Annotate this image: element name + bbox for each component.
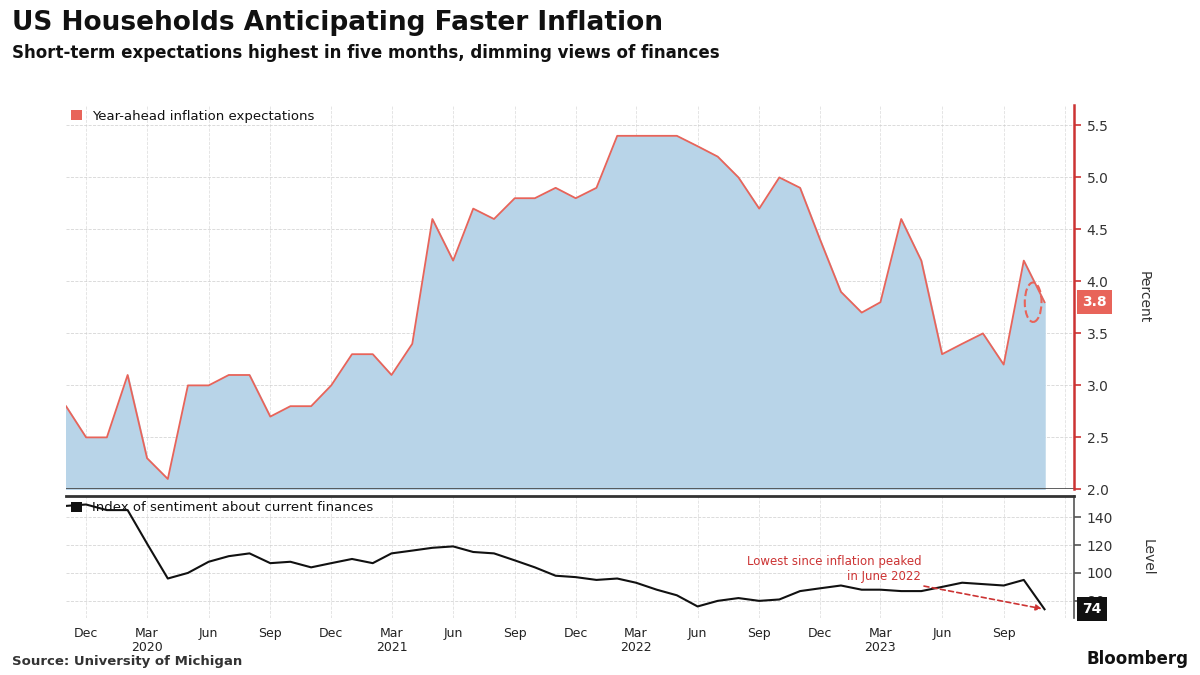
Text: Mar: Mar [379, 627, 403, 641]
Text: Sep: Sep [992, 627, 1015, 641]
Text: Dec: Dec [564, 627, 588, 641]
Text: Sep: Sep [503, 627, 527, 641]
Text: 3.8: 3.8 [1082, 295, 1106, 309]
Legend: Index of sentiment about current finances: Index of sentiment about current finance… [66, 496, 379, 520]
Text: US Households Anticipating Faster Inflation: US Households Anticipating Faster Inflat… [12, 10, 662, 36]
Text: Bloomberg: Bloomberg [1086, 650, 1188, 668]
Text: Dec: Dec [74, 627, 98, 641]
Text: 74: 74 [1082, 602, 1102, 616]
Y-axis label: Level: Level [1141, 539, 1154, 575]
Text: 2022: 2022 [620, 641, 652, 654]
Text: Jun: Jun [444, 627, 463, 641]
Text: 2021: 2021 [376, 641, 407, 654]
Text: Jun: Jun [688, 627, 707, 641]
Text: Dec: Dec [808, 627, 833, 641]
Y-axis label: Percent: Percent [1136, 271, 1150, 323]
Text: Mar: Mar [869, 627, 893, 641]
Text: Mar: Mar [136, 627, 158, 641]
Text: Lowest since inflation peaked
in June 2022: Lowest since inflation peaked in June 20… [746, 555, 1040, 610]
Text: Mar: Mar [624, 627, 648, 641]
Legend: Year-ahead inflation expectations: Year-ahead inflation expectations [66, 105, 320, 128]
Text: Sep: Sep [258, 627, 282, 641]
Text: Jun: Jun [932, 627, 952, 641]
Text: 2020: 2020 [131, 641, 163, 654]
Text: Dec: Dec [319, 627, 343, 641]
Text: Jun: Jun [199, 627, 218, 641]
Text: 2023: 2023 [865, 641, 896, 654]
Text: Sep: Sep [748, 627, 772, 641]
Text: Short-term expectations highest in five months, dimming views of finances: Short-term expectations highest in five … [12, 44, 720, 62]
Text: Source: University of Michigan: Source: University of Michigan [12, 655, 242, 668]
